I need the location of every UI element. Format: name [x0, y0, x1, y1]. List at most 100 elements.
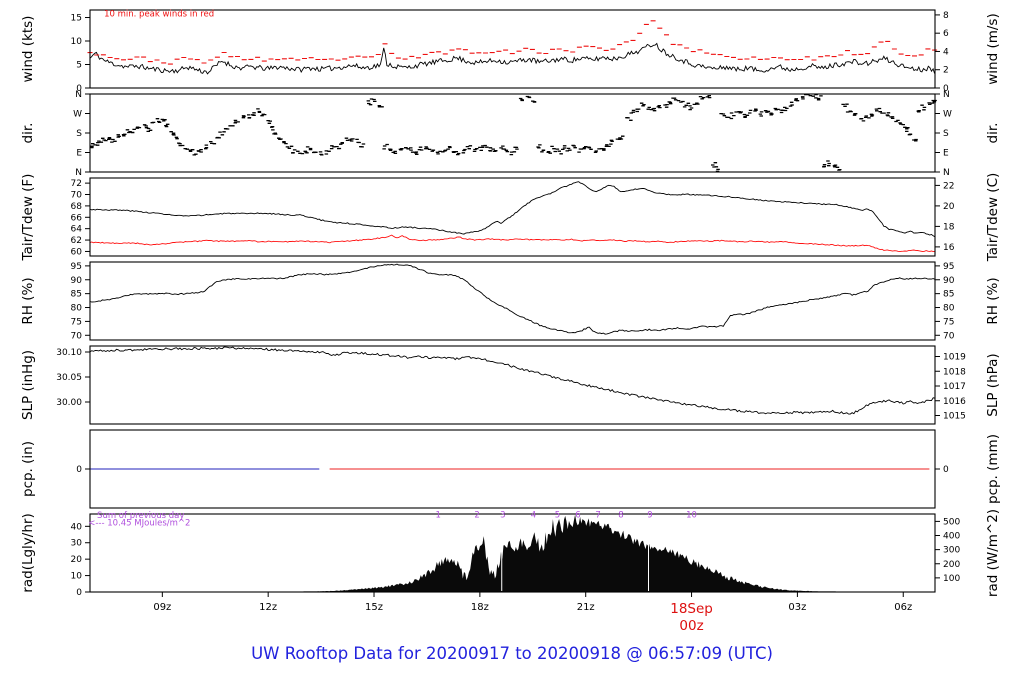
tick-label-right: 400: [943, 532, 960, 542]
tick-label-left: 20: [71, 555, 83, 565]
tick-label-right: 300: [943, 546, 960, 556]
series-rh: [89, 263, 936, 335]
hour-sum-marker: 6: [575, 510, 580, 520]
tick-label-left: 30.05: [56, 373, 82, 383]
x-tick-label: 21z: [577, 602, 595, 613]
hour-sum-marker: 1: [436, 510, 441, 520]
tick-label-right: S: [943, 129, 949, 139]
tick-label-right: 90: [943, 276, 955, 286]
tick-label-right: 85: [943, 290, 954, 300]
tick-label-left: 90: [71, 276, 83, 286]
axis-title-right-dir: dir.: [985, 123, 1001, 144]
tick-label-right: 1016: [943, 397, 966, 407]
axis-title-right-slp: SLP (hPa): [985, 353, 1001, 416]
tick-label-right: 200: [943, 560, 960, 570]
tick-label-left: 30.10: [56, 348, 82, 358]
tick-label-left: 85: [71, 290, 82, 300]
tick-label-right: 95: [943, 262, 954, 272]
tick-label-left: 0: [76, 465, 82, 475]
tick-label-left: 5: [76, 61, 82, 71]
x-tick-label: 09z: [153, 602, 171, 613]
hour-sum-marker: 9: [647, 510, 652, 520]
series-wind-direction: [90, 93, 937, 172]
x-tick-label: 00z: [679, 618, 703, 634]
hour-sum-marker: 7: [595, 510, 600, 520]
page-title: UW Rooftop Data for 20200917 to 20200918…: [251, 644, 773, 663]
tick-label-right: 18: [943, 222, 955, 232]
tick-label-left: 0: [76, 84, 82, 94]
annotation-text: Sum of previous day: [97, 511, 184, 521]
axis-title-left-wind: wind (kts): [20, 16, 36, 83]
tick-label-left: 62: [71, 236, 82, 246]
tick-label-left: 60: [71, 247, 83, 257]
tick-label-left: 40: [71, 522, 83, 532]
axis-title-right-pcp: pcp. (mm): [985, 434, 1001, 504]
series-wind-peaks: [87, 20, 938, 65]
axis-title-left-temperature: Tair/Tdew (F): [20, 174, 36, 262]
x-tick-label: 18Sep: [670, 601, 713, 617]
axis-title-left-rad: rad(Lgly/hr): [20, 513, 36, 592]
axis-title-left-rh: RH (%): [20, 277, 36, 324]
tick-label-left: N: [75, 90, 82, 100]
tick-label-right: 80: [943, 304, 955, 314]
annotation-text: 10 min. peak winds in red: [104, 10, 214, 20]
axis-title-right-rad: rad (W/m^2): [985, 509, 1001, 597]
tick-label-right: 1019: [943, 353, 966, 363]
tick-label-right: E: [943, 149, 949, 159]
axis-title-left-pcp: pcp. (in): [20, 441, 36, 497]
hour-sum-marker: 10: [686, 510, 697, 520]
tick-label-left: 95: [71, 262, 82, 272]
panel-box-wind: [89, 9, 936, 89]
axis-title-left-dir: dir.: [20, 123, 36, 144]
tick-label-left: 80: [71, 304, 83, 314]
axis-title-right-wind: wind (m/s): [985, 13, 1001, 84]
tick-label-left: 10: [71, 572, 83, 582]
tick-label-right: N: [943, 168, 950, 178]
tick-label-right: N: [943, 90, 950, 100]
series-solar-radiation: [303, 514, 837, 592]
panel-box-slp: [89, 345, 936, 425]
tick-label-left: S: [76, 129, 82, 139]
tick-label-right: 4: [943, 47, 949, 57]
tick-label-right: 0: [943, 84, 949, 94]
tick-label-right: 2: [943, 66, 949, 76]
tick-label-left: 30: [71, 539, 83, 549]
tick-label-right: 20: [943, 202, 955, 212]
tick-label-left: W: [73, 110, 82, 120]
tick-label-left: 15: [71, 14, 82, 24]
panel-box-rh: [89, 261, 936, 341]
tick-label-left: N: [75, 168, 82, 178]
axis-title-right-rh: RH (%): [985, 277, 1001, 324]
panel-box-dir: [89, 93, 936, 173]
tick-label-left: 75: [71, 317, 82, 327]
panel-box-rad: [89, 513, 936, 593]
tick-label-left: E: [76, 149, 82, 159]
tick-label-left: 30.00: [56, 398, 82, 408]
tick-label-right: 100: [943, 574, 960, 584]
tick-label-left: 72: [71, 179, 82, 189]
tick-label-right: 0: [943, 465, 949, 475]
tick-label-right: 8: [943, 11, 949, 21]
tick-label-left: 0: [76, 588, 82, 598]
x-tick-label: 18z: [471, 602, 489, 613]
tick-label-right: 1017: [943, 382, 966, 392]
x-tick-label: 06z: [894, 602, 912, 613]
tick-label-left: 70: [71, 191, 83, 201]
hour-sum-marker: 4: [531, 510, 536, 520]
tick-label-left: 64: [71, 225, 83, 235]
tick-label-right: 70: [943, 331, 955, 341]
annotation-text: <--- 10.45 MJoules/m^2: [88, 518, 190, 528]
tick-label-right: 1015: [943, 412, 966, 422]
tick-label-right: 75: [943, 317, 954, 327]
tick-label-right: 500: [943, 517, 960, 527]
tick-label-right: 22: [943, 181, 954, 191]
axis-title-right-temperature: Tair/Tdew (C): [985, 173, 1001, 263]
tick-label-right: 1018: [943, 367, 966, 377]
tick-label-right: W: [943, 110, 952, 120]
tick-label-right: 6: [943, 29, 949, 39]
series-slp: [89, 346, 936, 415]
tick-label-left: 10: [71, 37, 83, 47]
hour-sum-marker: 5: [555, 510, 560, 520]
